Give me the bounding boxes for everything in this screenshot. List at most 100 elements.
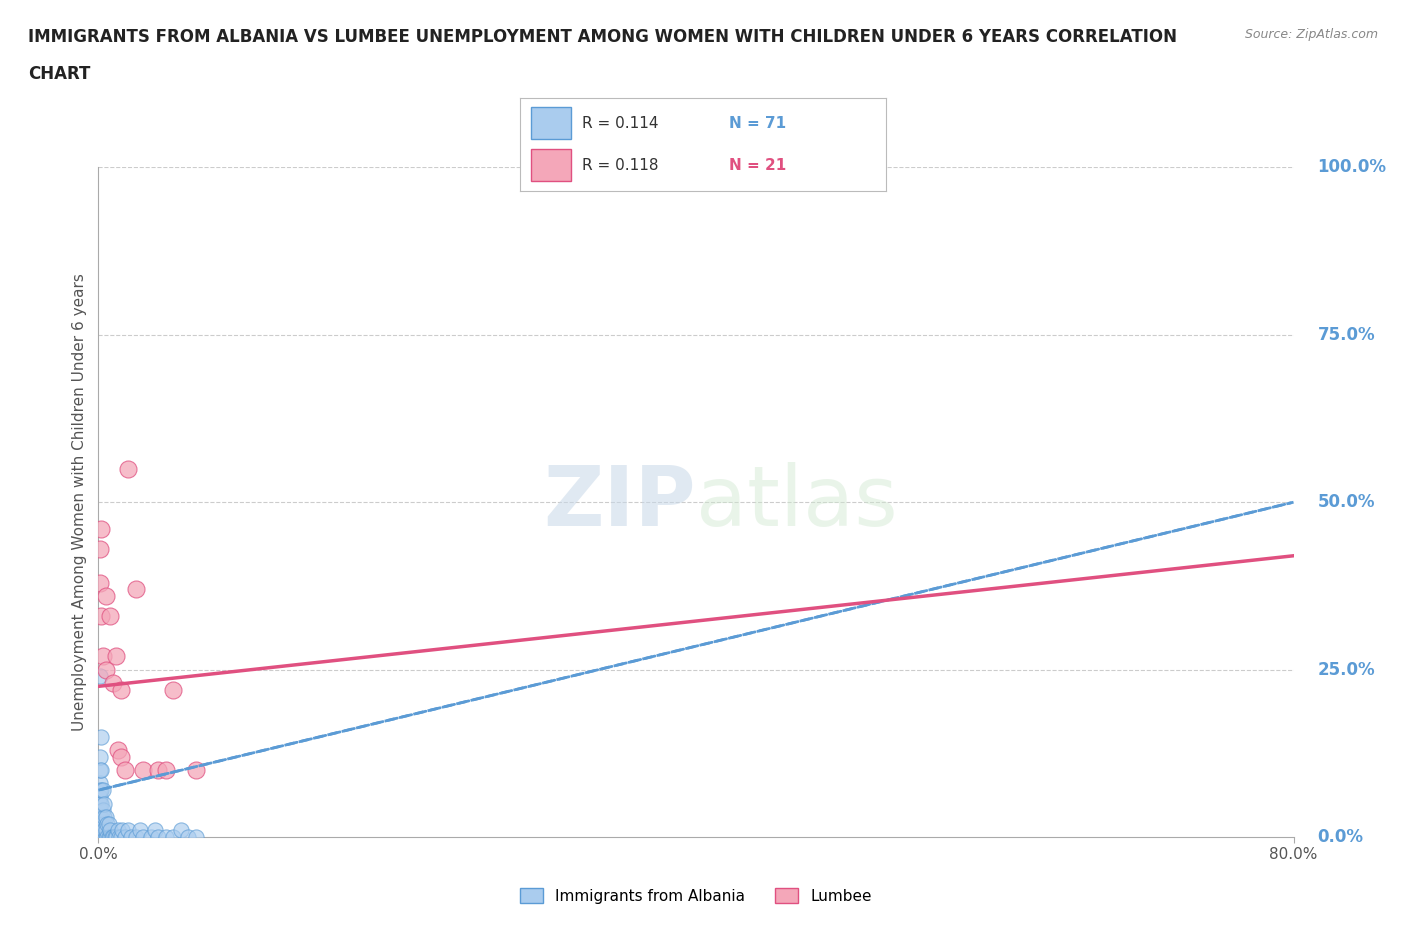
Point (89, 750, 111, 764)
Point (120, 830, 142, 844)
Text: 75.0%: 75.0% (1317, 326, 1375, 344)
Text: Source: ZipAtlas.com: Source: ZipAtlas.com (1244, 28, 1378, 41)
Point (139, 830, 162, 844)
Text: 25.0%: 25.0% (1317, 660, 1375, 679)
Text: CHART: CHART (28, 65, 90, 83)
Point (89, 796, 111, 811)
Point (114, 830, 136, 844)
Point (107, 742, 129, 757)
Point (93, 809, 115, 824)
Point (184, 830, 207, 844)
Point (148, 830, 170, 844)
Point (98, 823, 122, 838)
Point (104, 830, 127, 844)
Point (89, 783, 111, 798)
Point (110, 750, 132, 764)
Point (132, 763, 155, 777)
Point (96, 817, 118, 831)
Text: 100.0%: 100.0% (1317, 158, 1386, 177)
Point (98, 608, 122, 623)
Point (89, 823, 111, 838)
Point (162, 683, 184, 698)
Text: R = 0.114: R = 0.114 (582, 116, 659, 131)
Point (89, 823, 111, 838)
Point (89, 790, 111, 804)
Point (90, 522, 112, 537)
Point (97, 830, 120, 844)
Point (94, 809, 117, 824)
Point (89, 763, 111, 777)
Point (184, 763, 207, 777)
Point (91, 783, 114, 798)
Point (90, 763, 112, 777)
Point (91, 830, 114, 844)
Point (91, 830, 114, 844)
Point (91, 649, 114, 664)
Text: IMMIGRANTS FROM ALBANIA VS LUMBEE UNEMPLOYMENT AMONG WOMEN WITH CHILDREN UNDER 6: IMMIGRANTS FROM ALBANIA VS LUMBEE UNEMPL… (28, 28, 1177, 46)
Point (89, 830, 111, 844)
Point (105, 830, 128, 844)
Point (90, 830, 112, 844)
Point (90, 796, 112, 811)
Point (89, 541, 111, 556)
Bar (531, 107, 571, 140)
Point (132, 830, 155, 844)
Point (117, 823, 139, 838)
Point (101, 830, 124, 844)
Point (148, 763, 170, 777)
Point (114, 763, 136, 777)
Point (103, 675, 125, 690)
Point (125, 830, 148, 844)
Point (89, 830, 111, 844)
Point (89, 809, 111, 824)
Point (94, 823, 117, 838)
Point (108, 830, 131, 844)
Point (89, 830, 111, 844)
Point (169, 823, 191, 838)
Point (94, 830, 117, 844)
Point (90, 809, 112, 824)
Point (89, 830, 111, 844)
Point (90, 830, 112, 844)
Legend: Immigrants from Albania, Lumbee: Immigrants from Albania, Lumbee (513, 882, 879, 910)
Point (105, 649, 128, 664)
Point (90, 729, 112, 744)
Point (89, 809, 111, 824)
Point (93, 830, 115, 844)
Point (90, 608, 112, 623)
Point (90, 783, 112, 798)
Point (91, 817, 114, 831)
Point (111, 823, 134, 838)
Point (110, 830, 132, 844)
Point (155, 830, 177, 844)
Point (91, 823, 114, 838)
Text: ZIP: ZIP (544, 461, 696, 543)
Point (93, 796, 115, 811)
Point (107, 823, 129, 838)
Point (125, 582, 148, 597)
Point (110, 683, 132, 698)
Point (96, 830, 118, 844)
Point (91, 803, 114, 817)
Point (162, 830, 184, 844)
Point (90, 817, 112, 831)
Text: R = 0.118: R = 0.118 (582, 158, 659, 173)
Point (98, 830, 122, 844)
Point (143, 823, 166, 838)
Point (103, 830, 125, 844)
Bar (531, 149, 571, 181)
Point (89, 817, 111, 831)
Point (93, 823, 115, 838)
Point (89, 776, 111, 790)
Point (94, 662, 117, 677)
Text: 50.0%: 50.0% (1317, 493, 1375, 512)
Point (129, 823, 152, 838)
Point (89, 575, 111, 590)
Point (97, 817, 120, 831)
Point (89, 817, 111, 831)
Text: atlas: atlas (696, 461, 897, 543)
Point (89, 830, 111, 844)
Point (155, 763, 177, 777)
Point (89, 669, 111, 684)
Point (89, 830, 111, 844)
